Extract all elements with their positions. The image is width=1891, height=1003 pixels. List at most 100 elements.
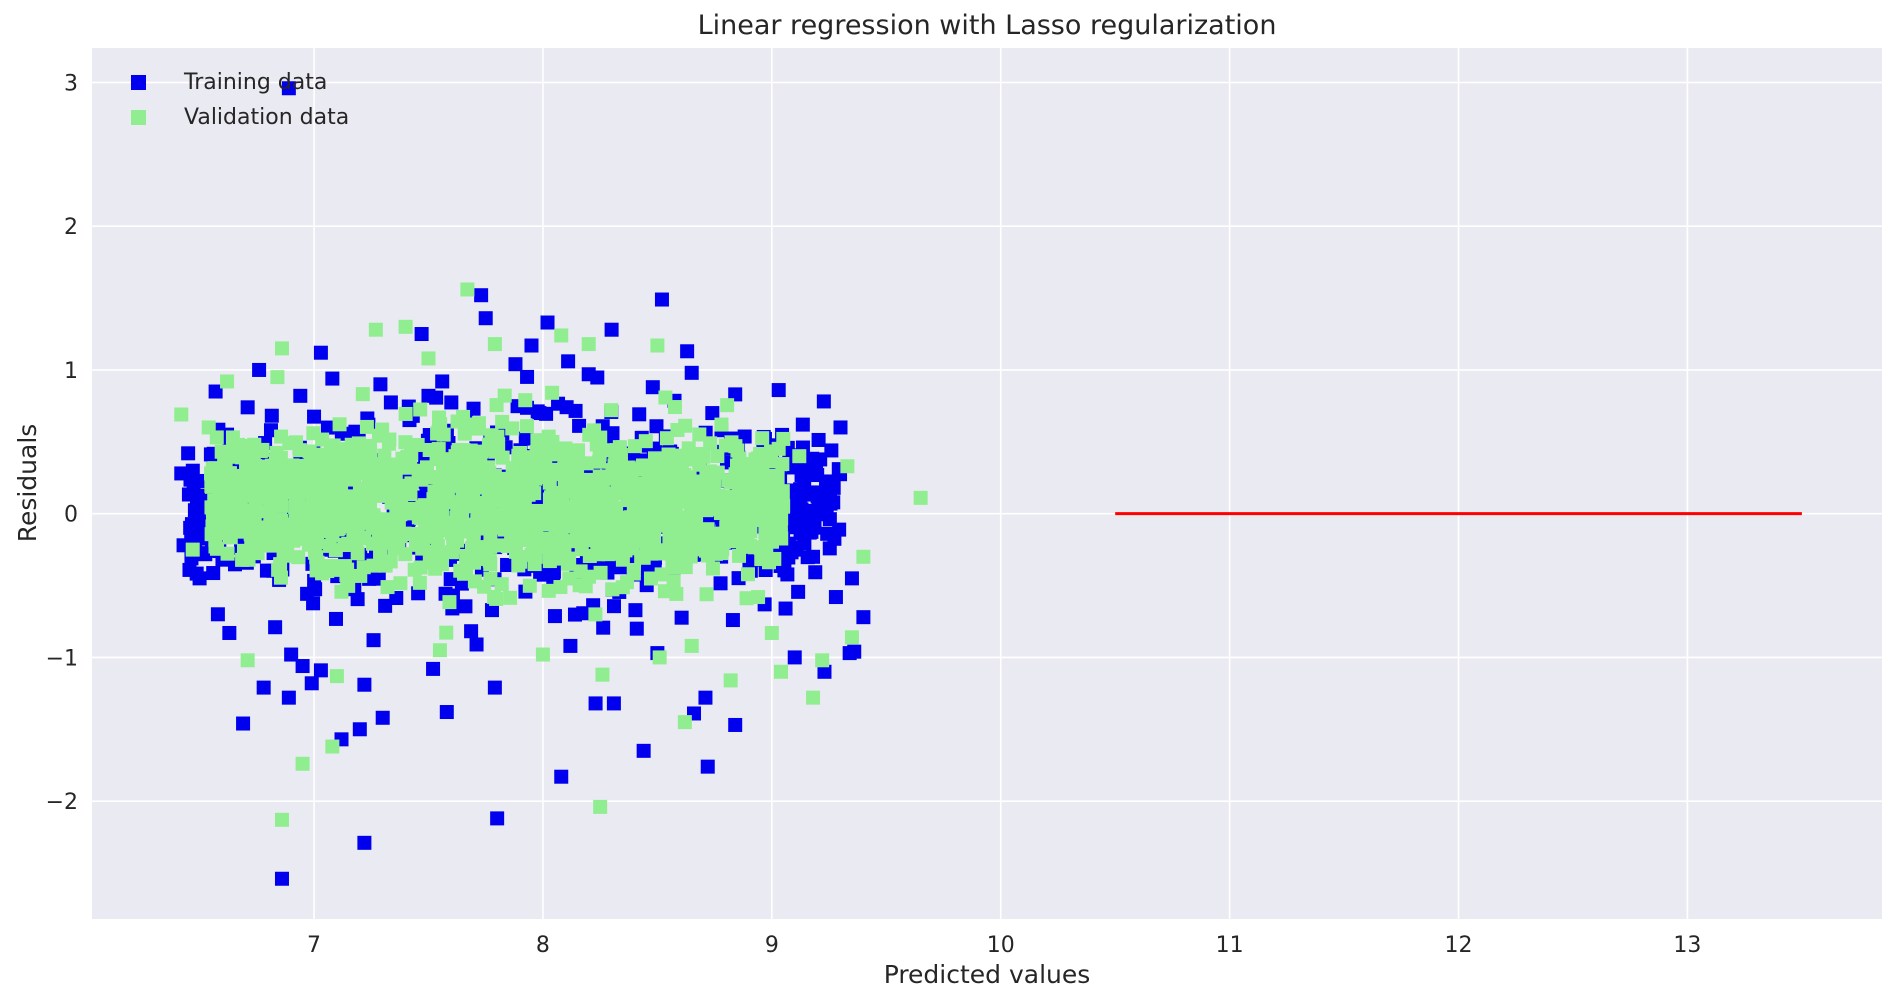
- validation-data-point: [815, 653, 830, 668]
- training-data-point: [811, 432, 826, 447]
- validation-data-point: [655, 493, 670, 508]
- validation-data-point: [208, 532, 223, 547]
- training-data-point: [487, 680, 502, 695]
- training-data-point: [421, 388, 436, 403]
- validation-data-point: [581, 337, 596, 352]
- validation-data-point: [322, 538, 337, 553]
- validation-data-point: [703, 436, 718, 451]
- validation-data-point: [792, 449, 807, 464]
- training-data-point: [222, 625, 237, 640]
- validation-data-point: [487, 442, 502, 457]
- validation-data-point: [527, 486, 542, 501]
- validation-data-point: [403, 505, 418, 520]
- training-data-point: [375, 710, 390, 725]
- validation-data-point: [442, 595, 457, 610]
- validation-data-point: [670, 422, 685, 437]
- training-data-point: [192, 571, 207, 586]
- validation-data-point: [635, 517, 650, 532]
- training-data-point: [828, 590, 843, 605]
- validation-data-point: [482, 465, 497, 480]
- validation-data-point: [295, 756, 310, 771]
- validation-data-point: [506, 520, 521, 535]
- training-data-point: [304, 676, 319, 691]
- validation-data-point: [206, 505, 221, 520]
- validation-data-point: [483, 557, 498, 572]
- validation-data-point: [605, 582, 620, 597]
- validation-data-point: [774, 511, 789, 526]
- training-data-point: [561, 354, 576, 369]
- validation-data-point: [391, 510, 406, 525]
- validation-data-point: [554, 328, 569, 343]
- y-axis-ticks: −2 −1 0 1 2 3: [46, 71, 78, 815]
- training-data-point: [458, 599, 473, 614]
- validation-data-point: [710, 449, 725, 464]
- training-data-point: [252, 362, 267, 377]
- validation-data-point: [289, 435, 304, 450]
- training-data-point: [313, 663, 328, 678]
- training-data-point: [563, 638, 578, 653]
- validation-data-point: [723, 673, 738, 688]
- validation-data-point: [657, 584, 672, 599]
- validation-data-point: [359, 492, 374, 507]
- validation-data-point: [521, 517, 536, 532]
- validation-data-point: [575, 483, 590, 498]
- validation-data-point: [216, 486, 231, 501]
- validation-data-point: [313, 504, 328, 519]
- validation-data-point: [593, 565, 608, 580]
- validation-data-point: [257, 522, 272, 537]
- validation-data-point: [435, 557, 450, 572]
- training-data-point: [320, 420, 335, 435]
- training-data-point: [778, 601, 793, 616]
- validation-data-point: [775, 457, 790, 472]
- validation-data-point: [616, 477, 631, 492]
- validation-data-point: [610, 516, 625, 531]
- validation-data-point: [474, 444, 489, 459]
- training-data-point: [698, 690, 713, 705]
- training-data-point: [357, 835, 372, 850]
- training-data-point: [680, 344, 695, 359]
- validation-data-point: [213, 521, 228, 536]
- y-tick-label: −1: [46, 646, 78, 671]
- validation-data-point: [686, 516, 701, 531]
- validation-data-point: [333, 496, 348, 511]
- validation-data-point: [505, 421, 520, 436]
- validation-data-point: [545, 447, 560, 462]
- validation-data-point: [473, 517, 488, 532]
- training-data-point: [796, 522, 811, 537]
- x-axis-ticks: 7 8 9 10 11 12 13: [307, 933, 1701, 958]
- training-data-point: [508, 357, 523, 372]
- validation-data-point: [390, 528, 405, 543]
- validation-data-point: [652, 650, 667, 665]
- validation-data-point: [371, 475, 386, 490]
- validation-data-point: [511, 454, 526, 469]
- training-data-point: [264, 408, 279, 423]
- training-data-point: [629, 621, 644, 636]
- training-data-point: [350, 592, 365, 607]
- validation-data-point: [309, 550, 324, 565]
- validation-data-point: [776, 431, 791, 446]
- validation-data-point: [329, 669, 344, 684]
- validation-data-point: [840, 459, 855, 474]
- validation-data-point: [755, 512, 770, 527]
- training-data-point: [306, 596, 321, 611]
- validation-data-point: [720, 398, 735, 413]
- validation-data-point: [373, 546, 388, 561]
- validation-data-point: [503, 590, 518, 605]
- validation-data-point: [621, 535, 636, 550]
- validation-data-point: [694, 497, 709, 512]
- validation-data-point: [359, 419, 374, 434]
- training-data-point: [816, 394, 831, 409]
- validation-data-point: [494, 577, 509, 592]
- training-data-point: [439, 705, 454, 720]
- validation-data-point: [314, 447, 329, 462]
- validation-data-point: [412, 575, 427, 590]
- validation-data-point: [265, 472, 280, 487]
- validation-data-point: [220, 546, 235, 561]
- x-tick-label: 10: [987, 933, 1015, 958]
- training-data-point: [383, 395, 398, 410]
- validation-data-point: [282, 517, 297, 532]
- y-tick-label: 3: [64, 71, 78, 96]
- x-tick-label: 13: [1673, 933, 1701, 958]
- y-tick-label: −2: [46, 790, 78, 815]
- validation-data-point: [226, 438, 241, 453]
